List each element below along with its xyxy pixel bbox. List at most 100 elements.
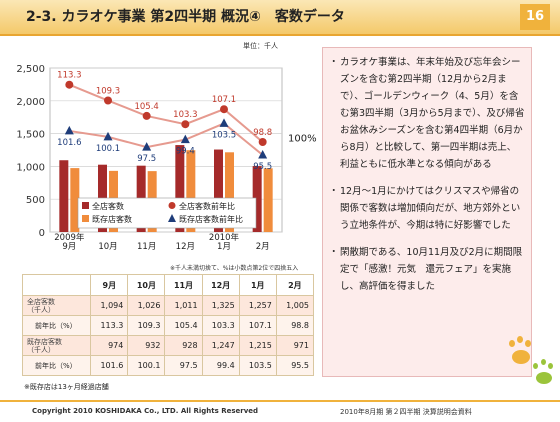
- ratio-point-all-stores: [258, 137, 267, 146]
- table-header-month: 12月: [201, 274, 240, 296]
- row-label: 前年比（%）: [21, 355, 92, 376]
- table-cell: 1,247: [201, 335, 240, 356]
- ratio-point-existing-stores: [142, 142, 152, 151]
- right-axis-label: 100%: [288, 133, 317, 144]
- table-row: 既存店客数 （千人） 974 932 928 1,247 1,215 971: [21, 335, 315, 356]
- y-tick-label: 1,500: [16, 130, 45, 141]
- ratio-point-existing-stores: [258, 150, 268, 159]
- bullet-item: ・ 12月～1月にかけてはクリスマスや帰省の関係で客数は増加傾向だが、地方郊外とい…: [329, 183, 525, 234]
- y-tick-label: 500: [26, 195, 45, 206]
- x-tick-label: 12月: [176, 242, 195, 252]
- commentary-panel: ・カラオケ事業は、年末年始及び忘年会シーズンを含む第2四半期（12月から2月まで…: [322, 47, 532, 377]
- slide-footer: Copyright 2010 KOSHIDAKA Co., LTD. All R…: [0, 400, 560, 422]
- y-tick-label: 2,500: [16, 64, 45, 75]
- table-cell: 95.5: [275, 355, 315, 376]
- table-cell: 103.5: [238, 355, 277, 376]
- ratio-label-existing-stores: 103.5: [212, 130, 236, 140]
- bar-all-stores: [214, 149, 223, 232]
- bullet-dot-icon: ・: [329, 247, 339, 258]
- bar-existing-stores: [186, 150, 196, 232]
- unit-label: 単位：千人: [243, 42, 278, 50]
- table-note: ※千人未満切捨て、%は小数点第2位で四捨五入: [170, 265, 299, 272]
- ratio-point-existing-stores: [180, 134, 190, 144]
- legend-marker-triangle-icon: [168, 214, 176, 222]
- table-footnote: ※既存店は13ヶ月経過店舗: [24, 383, 109, 391]
- table-cell: 971: [275, 335, 315, 356]
- table-cell: 107.1: [238, 315, 277, 336]
- table-cell: 99.4: [201, 355, 240, 376]
- x-tick-label: 11月: [137, 242, 156, 252]
- ratio-point-existing-stores: [64, 125, 74, 135]
- bullet-dot-icon: ・: [329, 186, 339, 197]
- legend-label: 既存店客数前年比: [179, 214, 243, 224]
- bullet-dot-icon: ・: [329, 57, 339, 68]
- ratio-label-all-stores: 105.4: [134, 102, 158, 112]
- ratio-label-all-stores: 103.3: [173, 110, 197, 120]
- y-tick-label: 2,000: [16, 97, 45, 108]
- page-number: 16: [520, 4, 550, 30]
- table-cell: 932: [127, 335, 166, 356]
- table-header-month: 10月: [127, 274, 166, 296]
- table-cell: 98.8: [275, 315, 315, 336]
- ratio-point-existing-stores: [219, 118, 229, 127]
- ratio-point-all-stores: [142, 111, 151, 120]
- bullet-item: ・カラオケ事業は、年末年始及び忘年会シーズンを含む第2四半期（12月から2月まで…: [329, 54, 525, 173]
- legend-label: 既存店客数: [92, 214, 132, 224]
- table-cell: 109.3: [127, 315, 166, 336]
- ratio-label-all-stores: 113.3: [57, 71, 81, 81]
- table-header-month: 9月: [90, 274, 129, 296]
- x-tick-label: 1月: [217, 242, 231, 252]
- x-year-label: 2010年: [209, 232, 240, 243]
- table-cell: 1,005: [275, 295, 315, 316]
- legend-marker-circle-icon: [168, 202, 176, 209]
- legend-label: 全店客数前年比: [179, 201, 235, 211]
- legend-swatch-all-stores: [82, 202, 89, 209]
- ratio-label-existing-stores: 100.1: [96, 144, 120, 154]
- legend-box: [77, 197, 257, 229]
- table-row: 前年比（%） 101.6 100.1 97.5 99.4 103.5 95.5: [21, 355, 315, 376]
- row-label: 前年比（%）: [21, 315, 92, 336]
- table-cell: 1,011: [164, 295, 203, 316]
- bar-all-stores: [175, 145, 185, 232]
- copyright: Copyright 2010 KOSHIDAKA Co., LTD. All R…: [32, 407, 259, 415]
- table-cell: 1,094: [90, 295, 129, 316]
- table-cell: 974: [90, 335, 129, 356]
- table-cell: 113.3: [90, 315, 129, 336]
- bar-existing-stores: [225, 152, 234, 232]
- table-corner: [21, 274, 92, 296]
- x-tick-label: 2月: [256, 242, 270, 252]
- ratio-label-all-stores: 98.8: [253, 128, 272, 138]
- table-row: 全店客数 （千人） 1,094 1,026 1,011 1,325 1,257 1…: [21, 295, 315, 316]
- ratio-point-all-stores: [220, 105, 228, 114]
- slide-title: 2-3. カラオケ事業 第2四半期 概況④ 客数データ: [26, 9, 345, 25]
- ratio-point-all-stores: [181, 120, 190, 129]
- row-label: 既存店客数 （千人）: [21, 335, 92, 356]
- y-tick-label: 0: [39, 228, 45, 239]
- table-cell: 103.3: [201, 315, 240, 336]
- table-header-month: 11月: [164, 274, 203, 296]
- ratio-label-existing-stores: 97.5: [137, 154, 156, 164]
- bar-existing-stores: [263, 168, 273, 232]
- table-cell: 97.5: [164, 355, 203, 376]
- legend-swatch-existing-stores: [82, 215, 89, 222]
- table-cell: 1,215: [238, 335, 277, 356]
- bar-all-stores: [252, 166, 262, 232]
- table-cell: 101.6: [90, 355, 129, 376]
- legend-label: 全店客数: [92, 201, 124, 211]
- customer-data-table: 9月 10月 11月 12月 1月 2月 全店客数 （千人） 1,094 1,02…: [21, 274, 315, 376]
- ratio-label-existing-stores: 95.5: [253, 162, 272, 172]
- ratio-line-existing-stores: [69, 122, 264, 156]
- table-cell: 928: [164, 335, 203, 356]
- ratio-point-existing-stores: [103, 131, 113, 141]
- table-header-month: 2月: [275, 274, 315, 296]
- table-row: 前年比（%） 113.3 109.3 105.4 103.3 107.1 98.…: [21, 315, 315, 336]
- ratio-point-all-stores: [65, 80, 74, 89]
- ratio-label-all-stores: 109.3: [96, 87, 120, 97]
- table-cell: 1,257: [238, 295, 277, 316]
- x-year-label: 2009年: [54, 232, 85, 243]
- bar-existing-stores: [70, 168, 80, 232]
- ratio-label-existing-stores: 101.6: [57, 138, 81, 148]
- row-label: 全店客数 （千人）: [21, 295, 92, 316]
- x-tick-label: 9月: [62, 242, 76, 252]
